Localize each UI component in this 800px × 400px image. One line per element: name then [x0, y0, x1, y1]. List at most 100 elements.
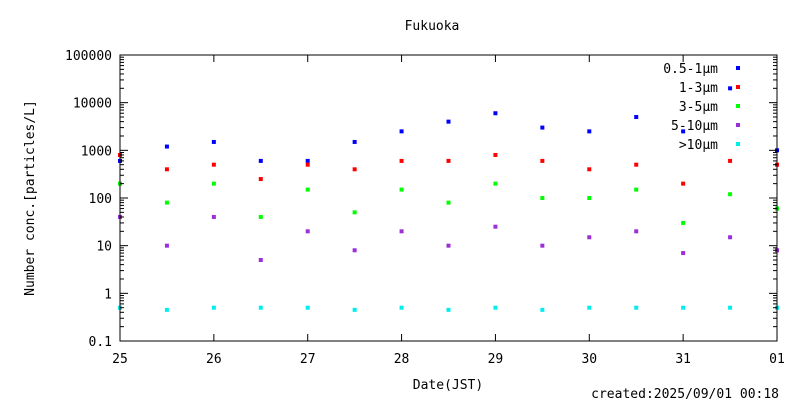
data-point	[681, 220, 686, 225]
data-point	[352, 139, 357, 144]
x-tick-label: 01	[769, 352, 785, 367]
ticks-layer: 25 26 27 28 29 30 31 01 0.1 1 10 100 1000 10000 100000	[65, 49, 785, 367]
data-point	[681, 181, 686, 186]
x-axis-label: Date(JST)	[413, 378, 483, 393]
chart-title: Fukuoka	[405, 19, 460, 34]
data-point	[446, 200, 451, 205]
data-point	[493, 152, 498, 157]
data-point	[681, 305, 686, 310]
x-tick-label: 28	[394, 352, 410, 367]
data-point	[493, 111, 498, 116]
data-point	[258, 177, 263, 182]
data-point	[164, 144, 169, 149]
data-point	[305, 162, 310, 167]
data-point	[540, 307, 545, 312]
data-point	[258, 158, 263, 163]
y-tick-label: 100000	[65, 49, 112, 64]
data-point	[587, 196, 592, 200]
data-point	[540, 196, 545, 200]
data-point	[446, 119, 451, 124]
series-2	[118, 181, 779, 225]
data-point	[211, 305, 216, 310]
data-point	[258, 258, 263, 263]
legend-label: 3-5μm	[679, 100, 718, 115]
data-point	[587, 305, 592, 310]
y-tick-label: 1	[104, 287, 112, 302]
data-point	[634, 162, 639, 167]
data-point	[587, 167, 592, 172]
data-point	[446, 158, 451, 163]
data-point	[493, 305, 498, 310]
data-point	[634, 305, 639, 310]
data-point	[305, 229, 310, 234]
data-point	[728, 192, 733, 197]
data-point	[305, 158, 310, 163]
data-point	[399, 229, 404, 234]
y-axis-label: Number conc.[particles/L]	[23, 100, 38, 296]
data-point	[446, 307, 451, 312]
data-point	[399, 158, 404, 163]
data-point	[728, 158, 733, 163]
data-point	[164, 243, 169, 248]
data-point	[728, 86, 733, 91]
x-tick-label: 25	[112, 352, 128, 367]
data-point	[164, 200, 169, 205]
legend-label: 5-10μm	[671, 119, 718, 134]
data-point	[352, 307, 357, 312]
legend-marker	[736, 123, 740, 127]
data-point	[305, 305, 310, 310]
data-point	[681, 251, 686, 256]
data-point	[540, 125, 545, 130]
data-point	[164, 307, 169, 312]
x-tick-label: 31	[675, 352, 691, 367]
data-point	[446, 243, 451, 248]
data-point	[634, 115, 639, 120]
x-tick-label: 26	[206, 352, 222, 367]
data-point	[540, 158, 545, 163]
y-tick-label: 100	[89, 192, 112, 207]
y-tick-label: 10	[96, 240, 112, 255]
data-point	[211, 181, 216, 186]
data-point	[728, 305, 733, 310]
data-point	[728, 235, 733, 240]
data-point	[211, 214, 216, 219]
series-3	[118, 214, 779, 263]
data-point	[399, 187, 404, 192]
data-point	[399, 129, 404, 134]
data-point	[305, 187, 310, 192]
legend-label: >10μm	[679, 138, 718, 153]
data-point	[258, 214, 263, 219]
y-tick-label: 1000	[81, 144, 112, 159]
data-point	[540, 243, 545, 248]
data-point	[352, 167, 357, 172]
data-point	[587, 235, 592, 240]
series-0	[118, 86, 779, 163]
data-point	[211, 162, 216, 167]
data-point	[493, 224, 498, 229]
legend-marker	[736, 142, 740, 146]
plot-frame	[119, 54, 778, 342]
data-point	[211, 139, 216, 144]
data-point	[634, 229, 639, 234]
x-tick-label: 27	[300, 352, 316, 367]
y-tick-label: 0.1	[89, 335, 112, 350]
legend-marker	[736, 85, 740, 89]
series-1	[118, 152, 779, 186]
data-point	[587, 129, 592, 134]
x-tick-label: 30	[581, 352, 597, 367]
legend-label: 0.5-1μm	[663, 62, 718, 77]
series-4	[118, 305, 779, 312]
created-timestamp: created:2025/09/01 00:18	[591, 387, 779, 400]
data-point	[681, 129, 686, 134]
legend-marker	[736, 104, 740, 108]
data-point	[634, 187, 639, 192]
data-point	[164, 167, 169, 172]
data-point	[352, 210, 357, 215]
data-point	[258, 305, 263, 310]
legend-label: 1-3μm	[679, 81, 718, 96]
data-point	[493, 181, 498, 186]
legend-marker	[736, 66, 740, 70]
data-point	[399, 305, 404, 310]
legend: 0.5-1μm 1-3μm 3-5μm 5-10μm >10μm	[663, 62, 740, 153]
